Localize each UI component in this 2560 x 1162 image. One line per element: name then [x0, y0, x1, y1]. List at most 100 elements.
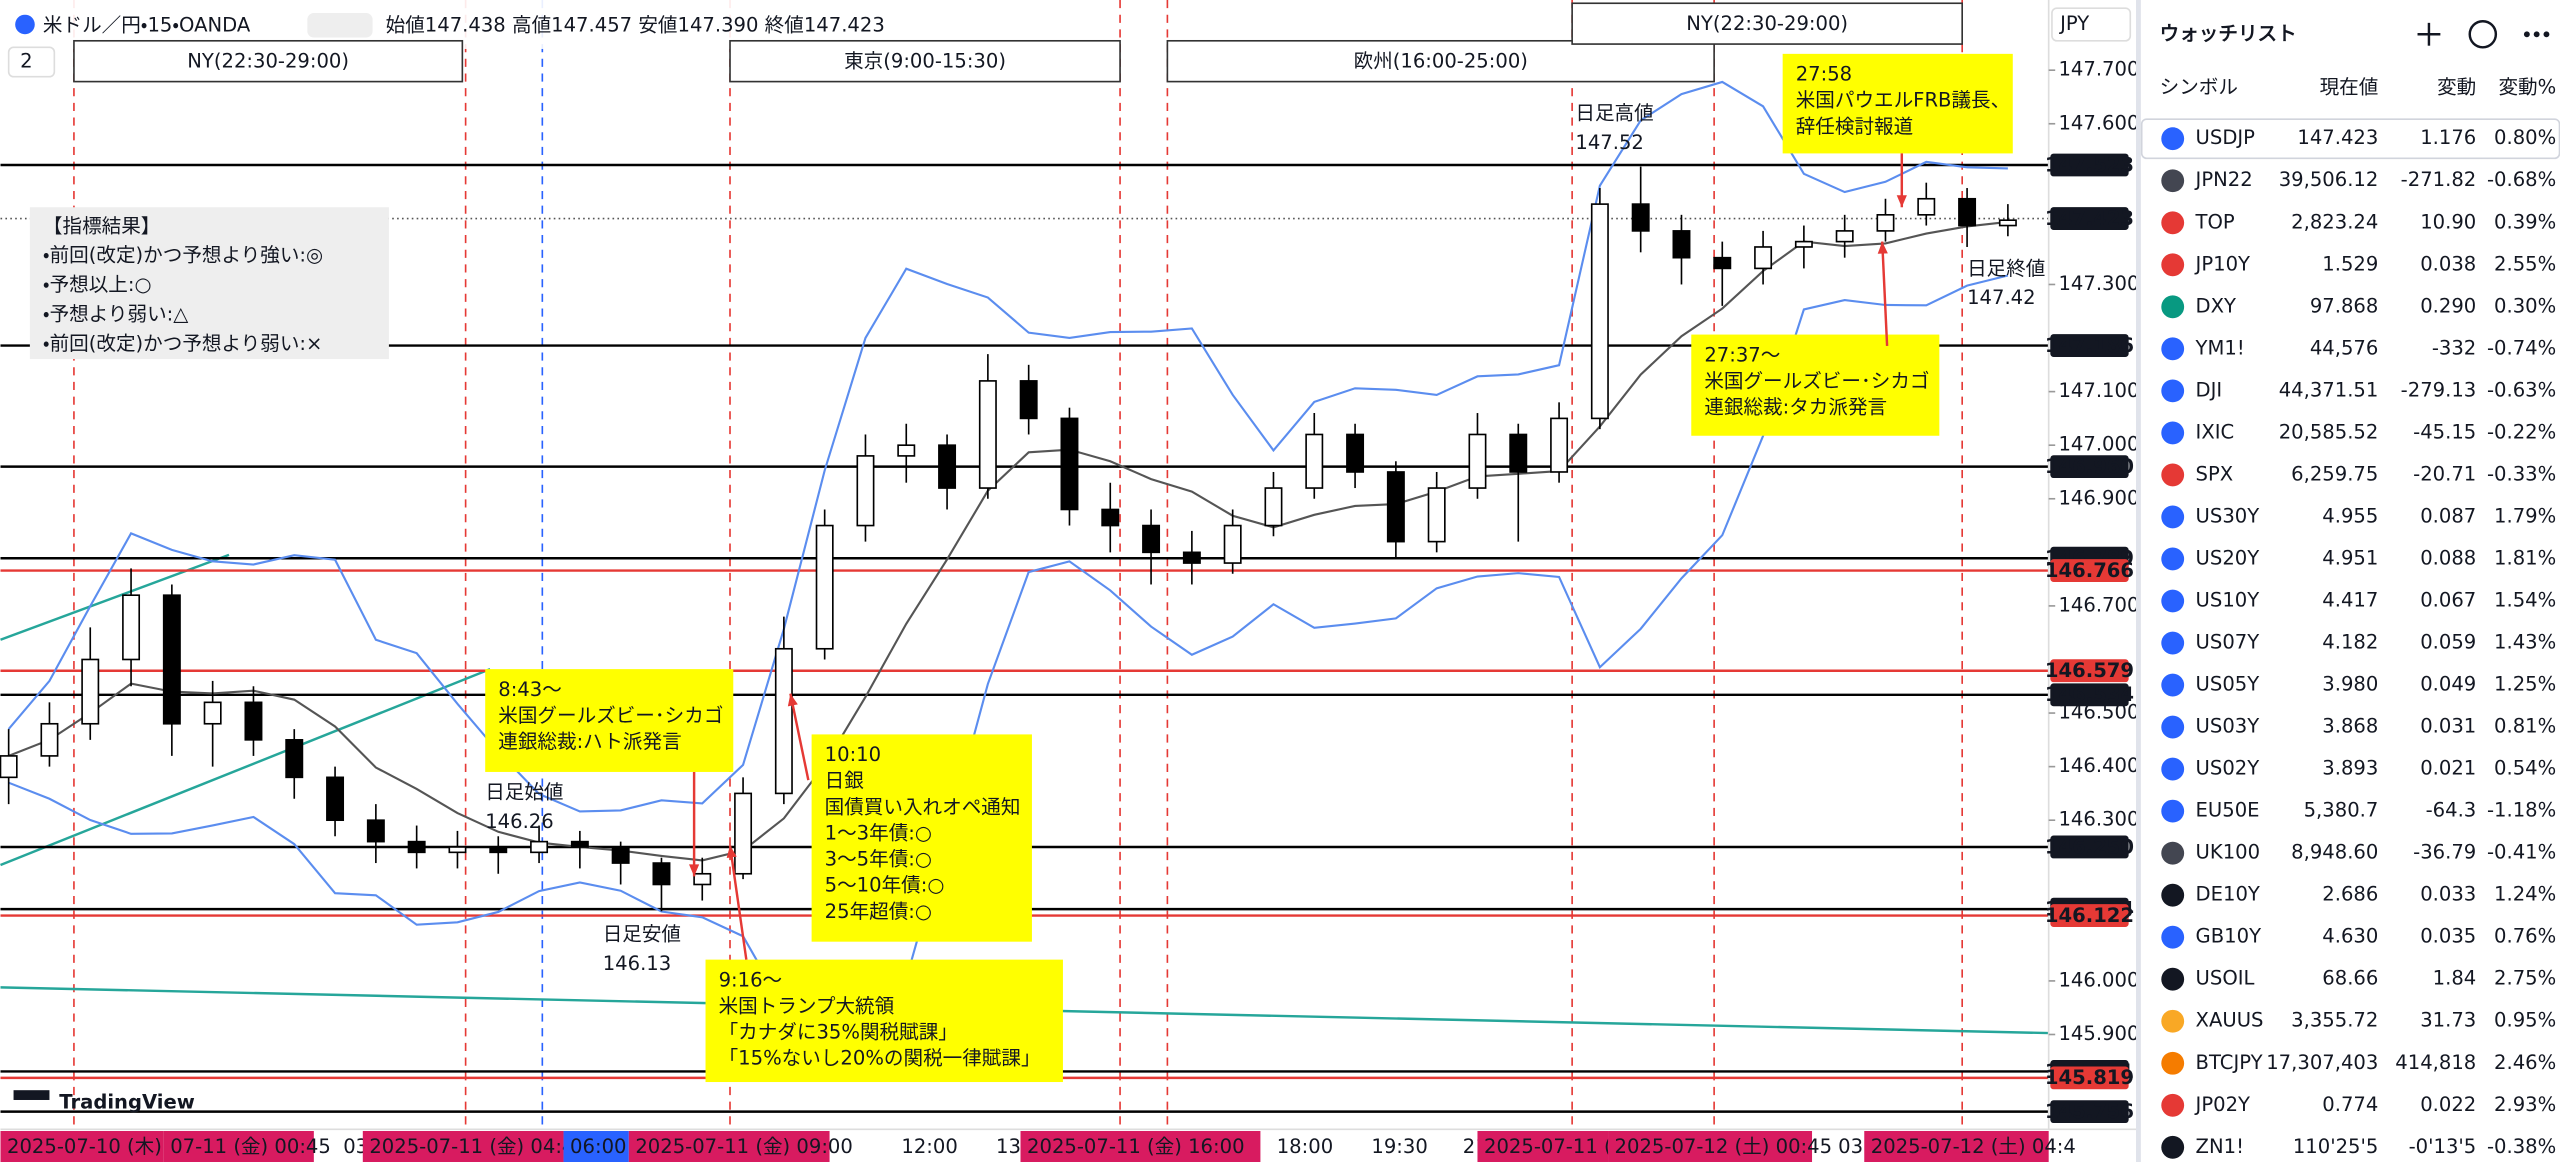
- candle-body: [1672, 230, 1691, 259]
- note-line: 日銀: [825, 769, 865, 792]
- change: -271.82: [2401, 168, 2477, 191]
- daily-label: 日足安値: [603, 923, 681, 946]
- candle-body: [1876, 214, 1895, 232]
- symbol: XAUUS: [2196, 1009, 2264, 1032]
- symbol-icon: [2161, 631, 2185, 655]
- change-percent: 2.93%: [2494, 1093, 2556, 1116]
- daily-label: 日足終値: [1967, 257, 2045, 280]
- candle-body: [1060, 417, 1079, 511]
- y-tick-label: 147.700: [2058, 58, 2139, 81]
- candle-body: [1754, 246, 1773, 270]
- symbol: US07Y: [2196, 631, 2260, 654]
- price-tag: [2050, 835, 2129, 859]
- session-label: NY(22:30-29:00): [187, 50, 349, 73]
- symbol: EU50E: [2196, 799, 2260, 822]
- change: -279.13: [2401, 378, 2477, 401]
- session-box: [1166, 39, 1715, 83]
- note-line: 27:58: [1796, 63, 1852, 86]
- note-line: 9:16～: [719, 968, 783, 991]
- candle-body: [693, 872, 712, 886]
- change: -45.15: [2413, 420, 2476, 443]
- change-percent: -0.38%: [2487, 1135, 2556, 1158]
- symbol: DXY: [2196, 294, 2236, 317]
- change: 0.059: [2420, 631, 2476, 654]
- symbol-icon: [2161, 127, 2185, 151]
- note-line: 米国トランプ大統領: [719, 994, 895, 1017]
- change: 1.84: [2433, 967, 2477, 990]
- time-label: 18:00: [1277, 1135, 1333, 1158]
- change: 0.035: [2420, 925, 2476, 948]
- alert-icon: [2468, 19, 2498, 49]
- change-percent: 0.95%: [2494, 1009, 2556, 1032]
- y-tick-label: 146.900: [2058, 486, 2139, 509]
- symbol: IXIC: [2196, 420, 2235, 443]
- indicator-toggle[interactable]: [7, 46, 56, 78]
- symbol-icon: [2161, 1135, 2185, 1159]
- change-percent: 0.81%: [2494, 715, 2556, 738]
- price: 3.980: [2322, 673, 2378, 696]
- time-highlight: [1020, 1130, 1261, 1162]
- price-tag-label: 145.819: [2045, 1066, 2134, 1089]
- daily-value: 147.42: [1967, 286, 2036, 309]
- symbol: TOP: [2195, 210, 2235, 233]
- note-box: [1691, 334, 1940, 436]
- watchlist-title[interactable]: ウォッチリスト: [2160, 22, 2297, 45]
- change-percent: 2.75%: [2494, 967, 2556, 990]
- time-highlight: [1477, 1130, 1609, 1162]
- change-percent: 1.43%: [2494, 631, 2556, 654]
- indicator-count: 2: [20, 50, 32, 73]
- symbol-icon: [2161, 295, 2185, 319]
- symbol: US20Y: [2196, 546, 2260, 569]
- arrow: [789, 693, 810, 781]
- price-tag-label: 146.122: [2045, 904, 2134, 927]
- price: 3.868: [2322, 715, 2378, 738]
- candle-body: [1346, 433, 1365, 473]
- currency-button[interactable]: [2051, 7, 2132, 42]
- candle-body: [897, 444, 916, 457]
- daily-label: 日足高値: [1575, 102, 1653, 125]
- arrow: [728, 845, 748, 960]
- change-percent: 0.30%: [2494, 294, 2556, 317]
- price-tag: [2050, 1066, 2129, 1090]
- symbol-icon: [2161, 715, 2185, 739]
- change-percent: 1.24%: [2494, 883, 2556, 906]
- note-line: 3～5年債:○: [825, 848, 932, 871]
- daily-value: 146.13: [603, 952, 672, 975]
- price: 97.868: [2310, 294, 2379, 317]
- change-percent: -0.22%: [2487, 420, 2556, 443]
- candle-body: [815, 524, 834, 650]
- change-percent: 2.46%: [2494, 1051, 2556, 1074]
- candle-body: [448, 846, 467, 854]
- time-highlight: [163, 1130, 314, 1162]
- symbol-icon: [2161, 463, 2185, 487]
- session-box: [729, 39, 1121, 83]
- change: 0.049: [2420, 673, 2476, 696]
- session-box: [1571, 2, 1964, 45]
- symbol-icon: [2161, 169, 2185, 193]
- change-percent: -0.74%: [2487, 336, 2556, 359]
- note-line: 「15%ないし20%の関税一律賦課」: [719, 1047, 1041, 1070]
- change: -0'13'5: [2409, 1135, 2477, 1158]
- change-percent: -0.63%: [2487, 378, 2556, 401]
- candle-body: [122, 594, 141, 661]
- column-header: 変動: [2437, 76, 2476, 99]
- candle-body: [40, 722, 59, 757]
- legend-line: ・予想より弱い:△: [43, 302, 188, 325]
- candle-body: [366, 819, 385, 843]
- symbol-title: 米ドル／円・15・OANDA: [43, 14, 251, 37]
- price-tag-label: 147.186: [2045, 334, 2134, 357]
- price-tag-label: 147.423: [2045, 207, 2134, 230]
- note-line: 米国グールズビー･シカゴ: [498, 704, 723, 727]
- more-icon: [2533, 31, 2540, 38]
- price-tag: [2050, 455, 2129, 479]
- price: 3.893: [2322, 757, 2378, 780]
- note-line: 「カナダに35%関税賦課」: [719, 1021, 958, 1044]
- candle-body: [489, 846, 508, 854]
- time-highlight: [0, 1130, 164, 1162]
- note-line: 米国パウエルFRB議長、: [1796, 89, 2011, 112]
- arrow-head: [1896, 195, 1907, 208]
- candle-body: [1386, 471, 1405, 543]
